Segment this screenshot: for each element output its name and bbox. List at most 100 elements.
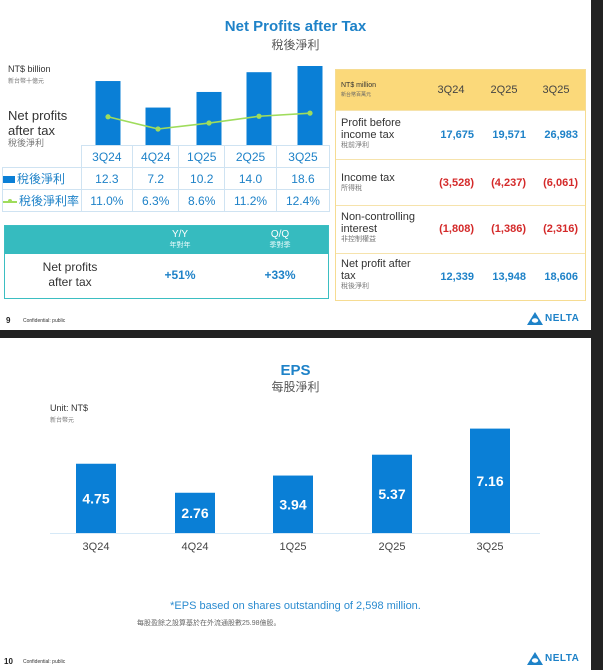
legend-profit: 稅後淨利 (2, 167, 82, 190)
profit-row: 稅後淨利 12.3 7.2 10.2 14.0 18.6 (2, 167, 331, 190)
table-cell: (4,237) (491, 177, 526, 189)
eps-bar (470, 428, 510, 533)
data-label: 12.3 (80, 167, 134, 190)
eps-bar (76, 463, 116, 533)
delta-logo: NELTA (527, 312, 579, 325)
category-row: 3Q24 4Q24 1Q25 2Q25 3Q25 (2, 145, 331, 168)
line-swatch-icon (3, 198, 17, 203)
column-header: 3Q25 (542, 84, 570, 96)
margin-point (256, 113, 262, 119)
table-cell: 13,948 (492, 271, 526, 283)
table-cell: (3,528) (439, 177, 474, 189)
profit-bar (196, 91, 222, 145)
chart-label-line1: Net profits (8, 108, 68, 123)
page-number: 9 (6, 316, 11, 325)
page-number: 10 (4, 657, 13, 666)
category-label: 3Q24 (80, 145, 134, 168)
category-label: 1Q25 (178, 145, 226, 168)
qoq-header: Q/Q 季對季 (269, 229, 291, 249)
table-row: Income tax 所得稅 (3,528) (4,237) (6,061) (336, 159, 585, 205)
slide-subtitle: 每股淨利 (271, 380, 320, 394)
category-label: 1Q25 (280, 541, 307, 553)
eps-bar (175, 492, 215, 533)
data-label: 18.6 (275, 167, 331, 190)
table-unit-cn: 新台幣百萬元 (341, 92, 372, 98)
table-cell: 12,339 (440, 271, 474, 283)
table-row: Profit before income tax 稅前淨利 17,675 19,… (336, 110, 585, 159)
eps-chart: 4.75 3Q24 2.76 4Q24 3.94 1Q25 5.37 2Q25 7.16 3Q25 (50, 428, 540, 553)
column-header: 2Q25 (490, 84, 518, 96)
yoy-value: +51% (164, 268, 196, 282)
margin-point (105, 114, 111, 120)
eps-bar (372, 454, 412, 533)
table-cell: (1,386) (491, 223, 526, 235)
eps-value-label: 2.76 (181, 505, 208, 521)
slide-title: EPS (280, 362, 311, 379)
eps-value-label: 3.94 (279, 496, 306, 512)
data-label: 14.0 (224, 167, 277, 190)
table-row: Non-controlling interest 非控制權益 (1,808) (… (336, 205, 585, 253)
growth-row-label: Net profits after tax (42, 260, 98, 289)
row-label: Non-controlling interest 非控制權益 (341, 211, 415, 243)
data-label: 8.6% (178, 189, 226, 212)
data-label: 7.2 (132, 167, 180, 190)
table-cell: 19,571 (492, 129, 526, 141)
delta-logo-icon (527, 652, 543, 665)
confidential-label: Confidential: public (23, 318, 66, 324)
margin-point (155, 126, 161, 132)
row-label: Income tax 所得稅 (341, 172, 395, 192)
category-label: 3Q25 (275, 145, 331, 168)
category-label: 3Q25 (477, 541, 504, 553)
table-cell: 17,675 (440, 129, 474, 141)
category-label: 2Q25 (224, 145, 277, 168)
qoq-value: +33% (264, 268, 296, 282)
table-unit: NT$ million (341, 82, 377, 89)
net-profit-chart (95, 66, 323, 145)
slide-subtitle: 稅後淨利 (271, 38, 320, 52)
chart-label: Net profits after tax 稅後淨利 (8, 108, 67, 149)
eps-bar (273, 475, 313, 533)
chart-label-line2: after tax (8, 123, 55, 138)
unit-label-cn: 新台幣元 (50, 418, 75, 424)
delta-logo: NELTA (527, 652, 579, 665)
data-label: 11.2% (224, 189, 277, 212)
unit-label-cn: 新台幣十億元 (8, 79, 45, 85)
row-label: Profit before income tax 稅前淨利 (341, 117, 401, 149)
table-cell: (6,061) (543, 177, 578, 189)
slide-net-profits: Net Profits after Tax 稅後淨利 NT$ billion 新… (0, 0, 591, 330)
margin-point (307, 110, 313, 116)
growth-table-header: Y/Y 年對年 Q/Q 季對季 (5, 226, 328, 254)
row-label: Net profit after tax 稅後淨利 (341, 258, 411, 290)
category-label: 4Q24 (132, 145, 180, 168)
table-cell: 18,606 (544, 271, 578, 283)
margin-point (206, 120, 212, 126)
bar-swatch-icon (3, 176, 15, 184)
data-label: 12.4% (275, 189, 331, 212)
confidential-label: Confidential: public (23, 659, 66, 665)
data-label: 10.2 (178, 167, 226, 190)
profit-bar (95, 81, 121, 145)
table-cell: (1,808) (439, 223, 474, 235)
table-row: Net profit after tax 稅後淨利 12,339 13,948 … (336, 253, 585, 300)
profit-bar (246, 72, 272, 145)
data-label: 11.0% (80, 189, 134, 212)
eps-footnote-cn: 每股盈餘之設算基於在外流通股數25.98億股。 (137, 620, 281, 627)
eps-value-label: 7.16 (476, 473, 503, 489)
unit-label: Unit: NT$ (50, 403, 89, 413)
category-label: 2Q25 (379, 541, 406, 553)
legend-margin: 稅後淨利率 (2, 189, 82, 212)
net-profit-data-table: 3Q24 4Q24 1Q25 2Q25 3Q25 稅後淨利 12.3 7.2 1… (2, 145, 331, 212)
income-table: NT$ million 新台幣百萬元 3Q24 2Q25 3Q25 Profit… (335, 69, 586, 301)
growth-table: Y/Y 年對年 Q/Q 季對季 Net profits after tax +5… (4, 225, 329, 299)
growth-row: Net profits after tax +51% +33% (5, 254, 328, 298)
data-label: 6.3% (132, 189, 180, 212)
profit-bar (297, 66, 323, 145)
table-cell: (2,316) (543, 223, 578, 235)
category-label: 4Q24 (182, 541, 209, 553)
slide-title: Net Profits after Tax (224, 18, 367, 35)
eps-footnote: *EPS based on shares outstanding of 2,59… (170, 600, 421, 612)
table-cell: 26,983 (544, 129, 578, 141)
category-label: 3Q24 (83, 541, 110, 553)
column-header: 3Q24 (437, 84, 465, 96)
eps-value-label: 4.75 (82, 490, 109, 506)
